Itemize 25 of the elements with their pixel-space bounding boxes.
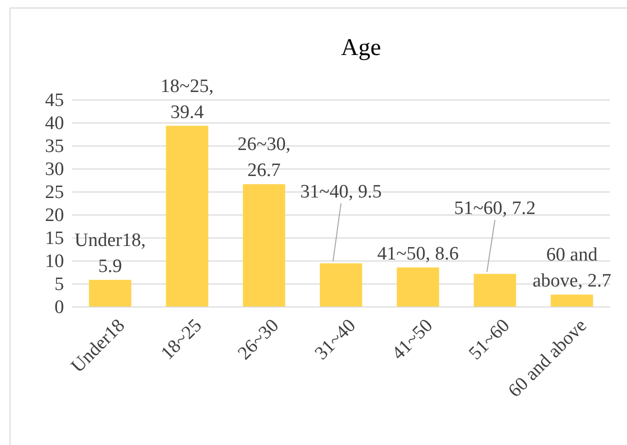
bar [242, 184, 286, 307]
bar [396, 267, 440, 307]
chart-title: Age [341, 35, 381, 61]
bar [550, 294, 594, 307]
y-tick-label: 45 [45, 90, 64, 112]
data-label: 18~25, 39.4 [160, 76, 214, 123]
data-label: 26~30, 26.7 [238, 134, 291, 182]
y-tick-label: 0 [54, 297, 64, 318]
data-label: 41~50, 8.6 [377, 243, 459, 264]
y-tick-label: 20 [45, 205, 64, 226]
bar [474, 274, 516, 307]
y-tick-label: 5 [54, 274, 64, 296]
data-label: 60 and above, 2.7 [532, 244, 612, 292]
y-tick-label: 10 [45, 251, 64, 272]
data-label: 51~60, 7.2 [454, 198, 536, 219]
y-tick-label: 30 [45, 159, 64, 180]
data-label: 31~40, 9.5 [300, 181, 382, 202]
y-tick-label: 15 [45, 228, 64, 250]
data-label: Under18, 5.9 [74, 230, 146, 277]
y-tick-label: 40 [45, 113, 64, 134]
bar [88, 280, 132, 307]
y-tick-label: 35 [45, 136, 64, 158]
y-tick-label: 25 [45, 182, 64, 204]
bar [320, 263, 362, 307]
bar [166, 126, 208, 307]
